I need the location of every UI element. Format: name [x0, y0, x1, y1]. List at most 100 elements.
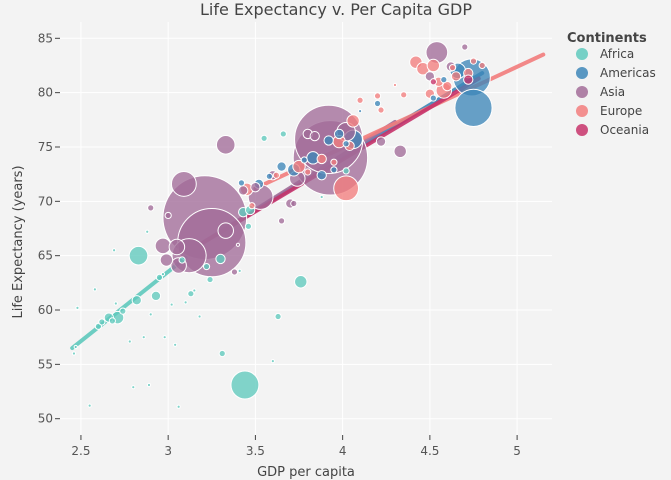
data-point-africa[interactable] [75, 305, 80, 310]
data-point-americas[interactable] [357, 109, 363, 114]
data-point-asia[interactable] [290, 199, 298, 208]
data-point-europe[interactable] [272, 171, 280, 179]
data-point-asia[interactable] [235, 242, 241, 247]
legend-item-europe[interactable]: Europe [576, 104, 642, 118]
data-point-asia[interactable] [238, 185, 249, 196]
data-point-asia[interactable] [168, 238, 186, 256]
data-point-africa[interactable] [146, 382, 152, 388]
data-point-americas[interactable] [454, 88, 493, 127]
data-point-americas[interactable] [330, 166, 338, 174]
legend-item-americas[interactable]: Americas [576, 66, 656, 80]
data-point-europe[interactable] [373, 92, 382, 100]
data-point-africa[interactable] [178, 256, 186, 264]
data-point-europe[interactable] [400, 91, 408, 99]
data-point-americas[interactable] [373, 99, 382, 108]
data-point-americas[interactable] [300, 156, 308, 164]
data-point-europe[interactable] [330, 158, 338, 166]
data-point-africa[interactable] [87, 403, 92, 408]
data-point-africa[interactable] [128, 245, 149, 266]
data-point-europe[interactable] [333, 175, 360, 202]
data-point-europe[interactable] [442, 80, 453, 92]
data-point-africa[interactable] [244, 222, 253, 230]
data-point-africa[interactable] [274, 312, 282, 321]
data-point-africa[interactable] [113, 301, 118, 306]
data-point-africa[interactable] [230, 370, 260, 400]
data-point-europe[interactable] [292, 159, 306, 174]
data-point-americas[interactable] [316, 170, 327, 181]
data-point-europe[interactable] [356, 96, 364, 104]
data-point-africa[interactable] [342, 167, 350, 175]
data-point-americas[interactable] [333, 128, 345, 140]
data-point-europe[interactable] [450, 71, 462, 82]
legend-item-africa[interactable]: Africa [576, 47, 634, 61]
data-point-africa[interactable] [145, 229, 150, 234]
data-point-asia[interactable] [309, 130, 320, 142]
data-point-africa[interactable] [127, 339, 132, 344]
data-point-asia[interactable] [159, 253, 174, 267]
data-point-asia[interactable] [461, 43, 469, 51]
data-point-africa[interactable] [319, 194, 324, 200]
data-point-asia[interactable] [393, 144, 407, 159]
data-point-europe[interactable] [346, 114, 360, 128]
data-point-asia[interactable] [170, 171, 197, 197]
data-point-africa[interactable] [150, 290, 162, 302]
data-point-africa[interactable] [148, 312, 153, 317]
data-point-oceania[interactable] [463, 74, 474, 85]
data-point-americas[interactable] [265, 172, 273, 180]
data-point-africa[interactable] [160, 272, 166, 277]
data-point-europe[interactable] [469, 57, 478, 65]
data-point-africa[interactable] [119, 307, 127, 315]
data-point-europe[interactable] [478, 61, 486, 70]
data-point-africa[interactable] [169, 302, 174, 307]
data-point-africa[interactable] [260, 134, 268, 142]
data-point-africa[interactable] [98, 318, 106, 326]
data-point-europe[interactable] [248, 202, 256, 210]
data-point-oceania[interactable] [429, 78, 437, 86]
data-point-asia[interactable] [277, 217, 286, 225]
data-point-americas[interactable] [276, 161, 287, 172]
data-point-africa[interactable] [73, 344, 78, 350]
data-point-americas[interactable] [323, 135, 334, 146]
data-point-africa[interactable] [155, 273, 164, 282]
data-point-europe[interactable] [426, 58, 441, 73]
data-point-africa[interactable] [162, 335, 167, 340]
data-point-africa[interactable] [92, 287, 97, 292]
data-point-africa[interactable] [108, 317, 116, 325]
data-point-europe[interactable] [448, 64, 457, 72]
data-point-africa[interactable] [270, 358, 275, 364]
data-point-africa[interactable] [131, 295, 142, 306]
data-point-asia[interactable] [164, 211, 172, 220]
legend-item-oceania[interactable]: Oceania [576, 123, 649, 137]
data-point-africa[interactable] [197, 314, 202, 319]
data-point-europe[interactable] [316, 153, 327, 165]
data-point-africa[interactable] [111, 248, 117, 253]
data-point-europe[interactable] [392, 82, 398, 88]
data-point-asia[interactable] [230, 268, 239, 276]
legend[interactable]: Continents Africa Americas Asia Europe Ocean… [567, 31, 656, 137]
data-point-americas[interactable] [440, 76, 448, 84]
data-point-africa[interactable] [173, 342, 178, 347]
data-point-africa[interactable] [71, 351, 77, 356]
data-point-asia[interactable] [217, 222, 234, 239]
data-point-europe[interactable] [304, 168, 312, 176]
data-point-africa[interactable] [215, 253, 226, 265]
data-point-africa[interactable] [187, 290, 195, 298]
data-point-africa[interactable] [131, 385, 136, 390]
data-point-africa[interactable] [279, 130, 287, 138]
data-point-africa[interactable] [183, 300, 188, 305]
data-point-asia[interactable] [375, 136, 387, 147]
data-point-americas[interactable] [342, 140, 350, 148]
data-point-africa[interactable] [218, 349, 226, 358]
data-point-europe[interactable] [377, 106, 385, 114]
legend-item-asia[interactable]: Asia [576, 85, 625, 99]
data-point-asia[interactable] [215, 135, 236, 155]
data-point-americas[interactable] [237, 179, 246, 187]
data-point-africa[interactable] [206, 275, 214, 284]
data-point-africa[interactable] [294, 275, 308, 289]
data-point-asia[interactable] [147, 204, 155, 212]
data-point-asia[interactable] [250, 182, 261, 193]
data-point-africa[interactable] [141, 335, 146, 340]
data-point-africa[interactable] [192, 288, 197, 293]
data-point-africa[interactable] [202, 262, 211, 271]
data-point-americas[interactable] [429, 94, 437, 102]
